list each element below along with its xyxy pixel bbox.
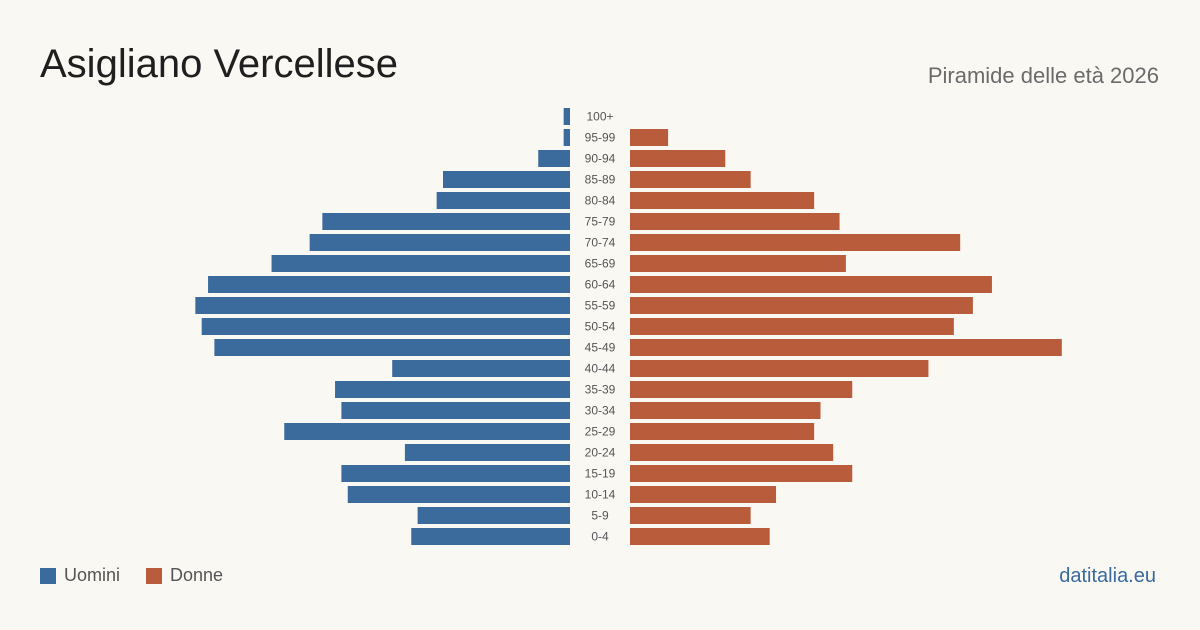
bar-women-90-94 [630,150,726,167]
bar-men-75-79 [322,213,570,230]
age-group-label: 85-89 [585,173,616,187]
bar-women-95-99 [630,129,669,146]
bar-men-90-94 [538,150,570,167]
age-group-label: 10-14 [585,488,616,502]
bar-men-50-54 [201,318,570,335]
bar-men-40-44 [392,360,570,377]
legend-swatch-women [146,567,163,584]
bar-men-85-89 [443,171,570,188]
bar-women-65-69 [630,255,846,272]
bar-women-25-29 [630,423,815,440]
bar-women-85-89 [630,171,751,188]
bar-women-15-19 [630,465,853,482]
brand-link[interactable]: datitalia.eu [1059,565,1156,587]
age-group-label: 70-74 [585,236,616,250]
bar-men-65-69 [271,255,570,272]
bar-women-80-84 [630,192,815,209]
age-group-label: 80-84 [585,194,616,208]
bar-women-50-54 [630,318,954,335]
bar-women-10-14 [630,486,777,503]
age-group-label: 0-4 [591,530,609,544]
bar-men-5-9 [417,507,570,524]
bar-women-45-49 [630,339,1062,356]
age-group-label: 5-9 [591,509,609,523]
legend: Uomini Donne [40,565,249,586]
bar-men-30-34 [341,402,570,419]
bar-women-70-74 [630,234,961,251]
age-group-label: 60-64 [585,278,616,292]
bar-women-0-4 [630,528,770,545]
age-group-label: 90-94 [585,152,616,166]
age-group-label: 45-49 [585,341,616,355]
bar-women-75-79 [630,213,840,230]
bar-women-5-9 [630,507,751,524]
age-group-label: 40-44 [585,362,616,376]
age-group-label: 25-29 [585,425,616,439]
page-title: Asigliano Vercellese [40,42,398,86]
age-group-label: 30-34 [585,404,616,418]
legend-swatch-men [40,567,56,584]
age-group-label: 100+ [586,110,613,124]
bar-men-25-29 [284,423,570,440]
bar-men-55-59 [195,297,570,314]
bar-women-55-59 [630,297,973,314]
bar-men-80-84 [436,192,570,209]
bar-men-70-74 [309,234,570,251]
bar-men-45-49 [214,339,570,356]
age-group-label: 95-99 [585,131,616,145]
chart-subtitle: Piramide delle età 2026 [927,63,1159,88]
age-group-label: 55-59 [585,299,616,313]
age-group-label: 35-39 [585,383,616,397]
age-group-label: 15-19 [585,467,616,481]
bar-women-20-24 [630,444,834,461]
bar-women-60-64 [630,276,992,293]
age-group-label: 75-79 [585,215,616,229]
bar-women-40-44 [630,360,929,377]
legend-item-men: Uomini [40,565,120,586]
bar-men-35-39 [335,381,570,398]
bar-men-0-4 [411,528,570,545]
age-group-label: 65-69 [585,257,616,271]
bar-women-30-34 [630,402,821,419]
bar-men-100+ [563,108,570,125]
bar-men-60-64 [208,276,571,293]
legend-label-men: Uomini [64,565,121,585]
bar-men-10-14 [347,486,570,503]
bar-women-35-39 [630,381,853,398]
bar-men-15-19 [341,465,570,482]
legend-item-women: Donne [146,565,223,586]
bar-men-95-99 [563,129,570,146]
bar-men-20-24 [404,444,570,461]
legend-label-women: Donne [170,565,224,585]
age-group-label: 50-54 [585,320,616,334]
age-group-label: 20-24 [585,446,616,460]
